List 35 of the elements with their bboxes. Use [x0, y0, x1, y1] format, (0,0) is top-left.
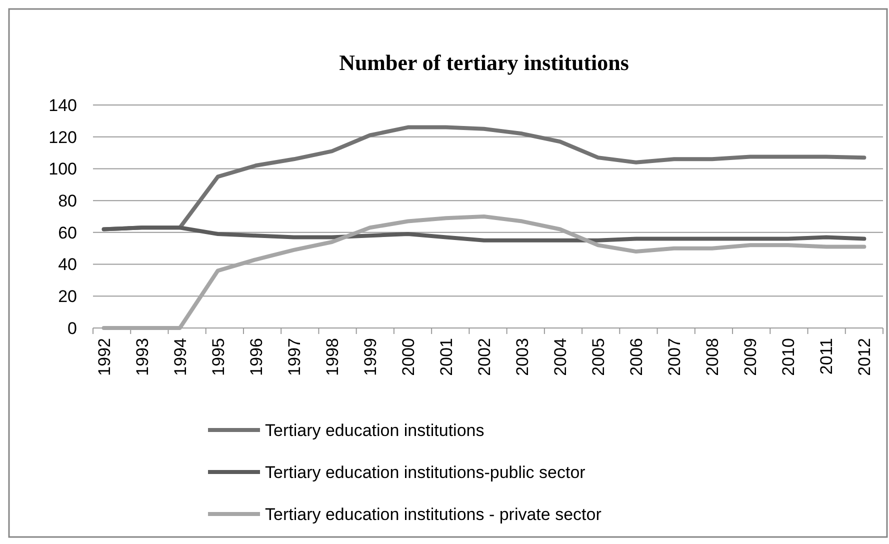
x-tick-label: 1994: [170, 338, 190, 376]
x-tick-label: 2001: [436, 338, 456, 376]
y-tick-label: 120: [48, 128, 77, 147]
y-tick-label: 140: [48, 96, 77, 115]
line-series: [102, 214, 866, 330]
x-tick-label: 1992: [94, 338, 114, 376]
y-tick-label: 100: [48, 160, 77, 179]
y-tick-label: 0: [68, 318, 77, 338]
x-tick-label: 2005: [589, 338, 608, 376]
y-tick-label: 60: [58, 223, 77, 242]
legend-label: Tertiary education institutions-public sector: [265, 462, 586, 482]
x-tick-label: 2011: [817, 338, 836, 375]
y-tick-label: 40: [58, 255, 77, 274]
legend-label: Tertiary education institutions: [265, 420, 484, 440]
chart-title: Number of tertiary institutions: [339, 50, 630, 75]
x-tick-label: 1999: [360, 338, 380, 376]
x-tick-label: 1996: [246, 338, 266, 376]
x-tick-label: 2010: [779, 338, 798, 376]
x-tick-label: 1998: [322, 338, 342, 376]
x-tick-label: 2004: [551, 338, 570, 376]
line-series: [102, 226, 866, 242]
y-tick-label: 20: [58, 287, 77, 306]
x-tick-label: 1995: [208, 338, 228, 376]
x-tick-label: 2012: [855, 338, 874, 376]
x-tick-label: 1997: [284, 338, 304, 376]
x-tick-label: 2009: [741, 338, 760, 376]
x-tick-label: 1993: [132, 338, 152, 376]
x-tick-label: 2006: [627, 338, 646, 376]
x-tick-label: 2008: [703, 338, 722, 376]
y-tick-label: 80: [58, 192, 77, 211]
x-tick-label: 2002: [475, 338, 494, 376]
x-tick-label: 2007: [665, 338, 684, 376]
legend-label: Tertiary education institutions - private sector: [265, 504, 602, 524]
x-tick-label: 2003: [513, 338, 532, 376]
x-tick-label: 2000: [398, 338, 418, 376]
